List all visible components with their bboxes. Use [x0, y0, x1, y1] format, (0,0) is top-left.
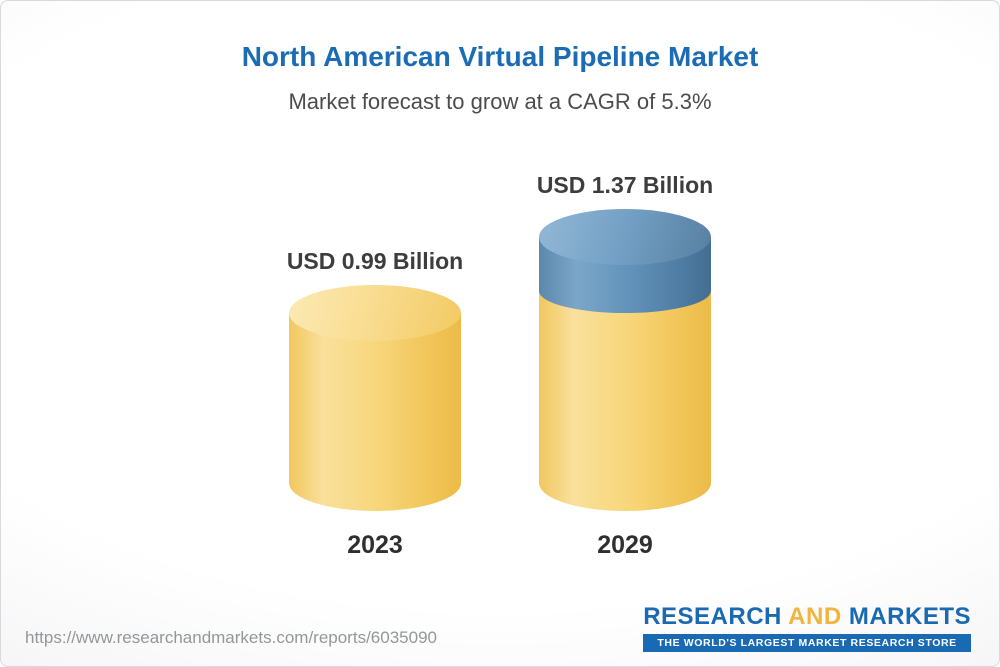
- research-and-markets-logo: RESEARCH AND MARKETS THE WORLD'S LARGEST…: [643, 603, 971, 652]
- year-label-2023: 2023: [347, 531, 403, 559]
- bar-2029: [539, 209, 711, 511]
- bar-2029-segment-base: [539, 283, 711, 511]
- report-url[interactable]: https://www.researchandmarkets.com/repor…: [25, 628, 437, 647]
- logo-wordmark: RESEARCH AND MARKETS: [643, 603, 971, 631]
- bar-group-2023: USD 0.99 Billion 2023: [286, 1, 464, 666]
- bar-group-2029: USD 1.37 Billion 2029: [536, 1, 714, 666]
- bar-2023: [289, 285, 461, 511]
- bar-2029-segment-growth: [539, 209, 711, 313]
- bar-2029-top-cap: [539, 209, 711, 265]
- bar-2023-top-cap: [289, 285, 461, 341]
- bar-2023-segment-base: [289, 285, 461, 511]
- logo-word-research: RESEARCH: [643, 603, 782, 630]
- value-label-2029: USD 1.37 Billion: [536, 172, 714, 198]
- logo-word-and: AND: [788, 603, 842, 630]
- chart-title: North American Virtual Pipeline Market: [241, 41, 759, 72]
- logo-tagline: THE WORLD'S LARGEST MARKET RESEARCH STOR…: [643, 634, 971, 652]
- year-label-2029: 2029: [597, 531, 653, 559]
- logo-word-markets: MARKETS: [848, 603, 971, 630]
- chart-subtitle: Market forecast to grow at a CAGR of 5.3…: [288, 89, 712, 114]
- value-label-2023: USD 0.99 Billion: [286, 248, 464, 274]
